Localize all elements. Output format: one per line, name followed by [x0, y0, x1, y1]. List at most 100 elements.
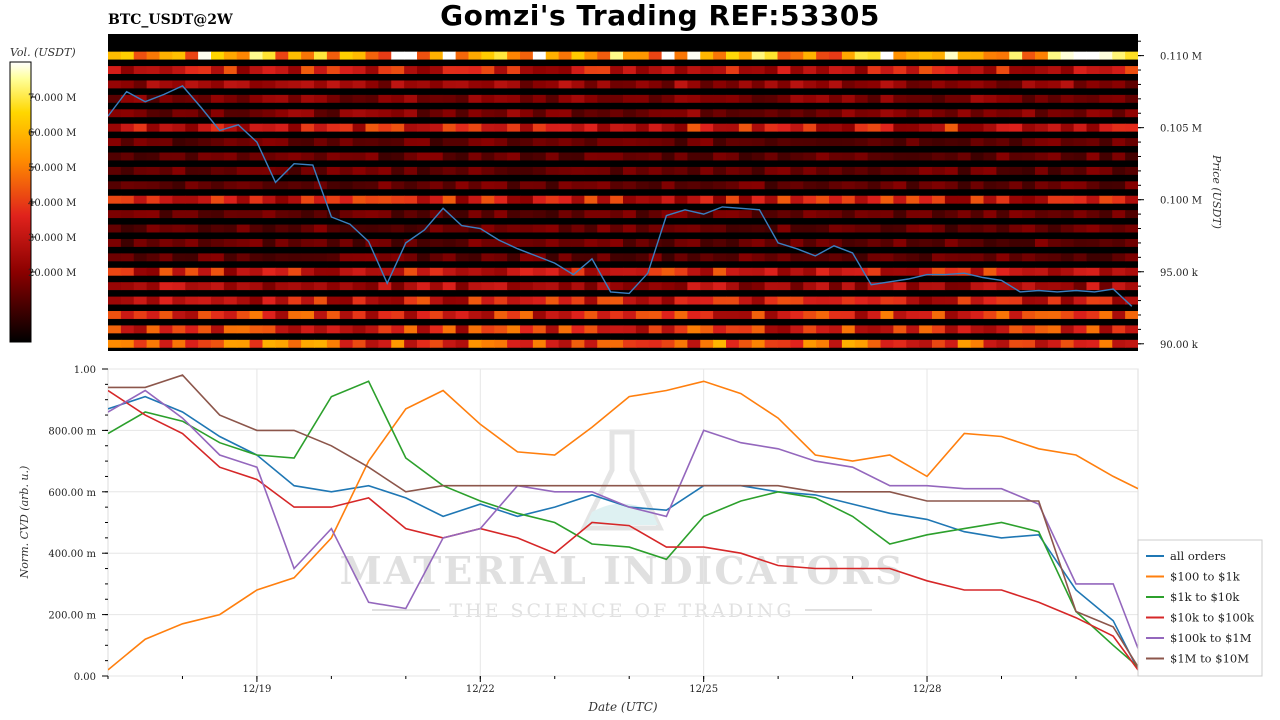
heatmap-cell	[494, 123, 508, 132]
heatmap-cell	[1009, 123, 1023, 132]
heatmap-cell	[571, 66, 585, 74]
heatmap-cell	[854, 253, 869, 262]
heatmap-cell	[429, 282, 444, 291]
heatmap-cell	[352, 311, 366, 319]
heatmap-cell	[906, 210, 920, 219]
heatmap-cell	[816, 210, 830, 219]
heatmap-cell	[738, 51, 753, 60]
heatmap-cell	[829, 210, 843, 219]
heatmap-cell	[507, 51, 521, 60]
heatmap-cell	[339, 267, 354, 276]
heatmap-cell	[339, 311, 354, 319]
colorbar-tick-label: 40.000 M	[28, 198, 76, 209]
heatmap-cell	[146, 296, 160, 305]
heatmap-cell	[970, 282, 984, 291]
heatmap-cell	[262, 123, 276, 132]
heatmap-cell	[687, 94, 701, 103]
heatmap-cell	[957, 311, 972, 319]
heatmap-cell	[545, 267, 560, 276]
heatmap-cell	[520, 181, 534, 190]
heatmap-cell	[932, 325, 946, 334]
heatmap-cell	[301, 152, 315, 161]
heatmap-cell	[314, 66, 328, 74]
heatmap-cell	[970, 224, 984, 233]
heatmap-cell	[816, 224, 830, 233]
heatmap-cell	[1035, 311, 1049, 319]
heatmap-cell	[108, 166, 122, 175]
heatmap-cell	[249, 267, 263, 276]
heatmap-cell	[854, 210, 869, 219]
heatmap-cell	[957, 238, 972, 247]
heatmap-cell	[262, 51, 276, 60]
heatmap-cell	[1060, 238, 1075, 247]
heatmap-cell	[545, 181, 560, 190]
heatmap-cell	[957, 166, 972, 175]
heatmap-cell	[841, 267, 856, 276]
heatmap-cell	[481, 138, 495, 147]
heatmap-cell	[532, 238, 547, 247]
heatmap-cell	[1112, 311, 1126, 319]
heatmap-cell	[404, 195, 418, 204]
heatmap-cell	[893, 224, 907, 233]
heatmap-cell	[108, 210, 122, 219]
heatmap-cell	[391, 66, 405, 74]
heatmap-cell	[558, 210, 572, 219]
heatmap-cell	[867, 166, 881, 175]
heatmap-cell	[803, 80, 817, 89]
heatmap-cell	[468, 123, 482, 132]
heatmap-cell	[829, 181, 843, 190]
heatmap-cell	[932, 66, 946, 74]
heatmap-cell	[648, 123, 663, 132]
heatmap-cell	[944, 325, 959, 334]
heatmap-cell	[687, 311, 701, 319]
heatmap-cell	[1035, 224, 1049, 233]
heatmap-cell	[108, 181, 122, 190]
heatmap-cell	[288, 267, 302, 276]
heatmap-cell	[751, 166, 766, 175]
heatmap-cell	[983, 94, 997, 103]
heatmap-cell	[1060, 94, 1075, 103]
heatmap-cell	[880, 296, 894, 305]
heatmap-cell	[185, 181, 199, 190]
heatmap-cell	[301, 138, 315, 147]
heatmap-cell	[558, 51, 572, 60]
heatmap-cell	[919, 166, 933, 175]
heatmap-cell	[1073, 123, 1087, 132]
heatmap-cell	[545, 311, 560, 319]
heatmap-cell	[713, 311, 727, 319]
heatmap-cell	[970, 138, 984, 147]
heatmap-cell	[288, 181, 302, 190]
heatmap-cell	[674, 224, 688, 233]
heatmap-cell	[288, 166, 302, 175]
heatmap-cell	[417, 138, 431, 147]
heatmap-cell	[1060, 339, 1075, 348]
heatmap-cell	[146, 138, 160, 147]
heatmap-cell	[391, 311, 405, 319]
heatmap-cell	[275, 224, 289, 233]
heatmap-cell	[841, 152, 856, 161]
heatmap-cell	[932, 195, 946, 204]
heatmap-cell	[301, 267, 315, 276]
heatmap-cell	[159, 80, 173, 89]
heatmap-cell	[610, 195, 624, 204]
heatmap-cell	[339, 339, 354, 348]
heatmap-cell	[507, 152, 521, 161]
heatmap-cell	[893, 66, 907, 74]
heatmap-cell	[378, 181, 392, 190]
heatmap-cell	[944, 267, 959, 276]
heatmap-cell	[249, 282, 263, 291]
heatmap-cell	[713, 94, 727, 103]
heatmap-cell	[146, 224, 160, 233]
heatmap-cell	[674, 181, 688, 190]
heatmap-cell	[108, 80, 122, 89]
heatmap-cell	[1086, 311, 1100, 319]
heatmap-cell	[314, 51, 328, 60]
heatmap-cell	[249, 51, 263, 60]
heatmap-cell	[236, 210, 251, 219]
heatmap-cell	[880, 224, 894, 233]
heatmap-cell	[455, 210, 469, 219]
heatmap-cell	[249, 325, 263, 334]
heatmap-cell	[893, 195, 907, 204]
heatmap-cell	[1086, 80, 1100, 89]
heatmap-cell	[339, 152, 354, 161]
